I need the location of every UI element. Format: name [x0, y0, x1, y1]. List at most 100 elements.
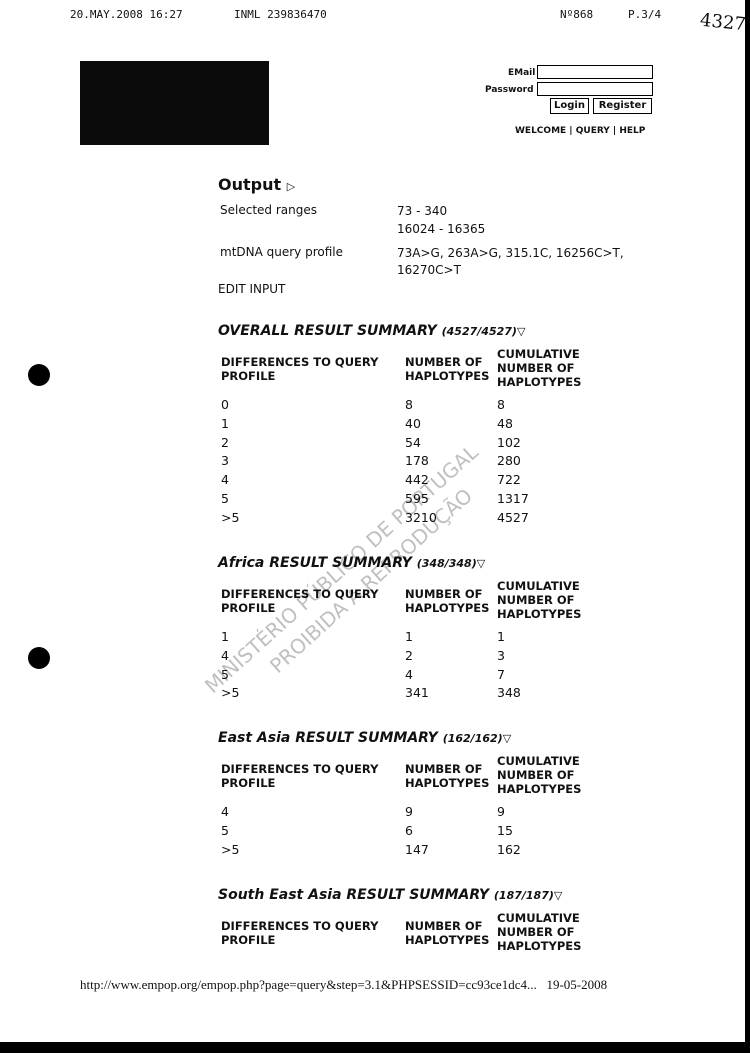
column-header: CUMULATIVE NUMBER OF HAPLOTYPES: [497, 347, 582, 389]
table-cell: 1: [405, 629, 413, 644]
column-header: DIFFERENCES TO QUERY PROFILE: [221, 355, 379, 383]
password-label: Password: [485, 85, 534, 95]
column-header: CUMULATIVE NUMBER OF HAPLOTYPES: [497, 579, 582, 621]
table-cell: >5: [221, 509, 240, 525]
table-cell: 5: [221, 666, 229, 682]
register-button[interactable]: Register: [593, 98, 652, 114]
column-header: DIFFERENCES TO QUERY PROFILE: [221, 762, 379, 790]
punch-hole: [28, 647, 50, 669]
column-header: DIFFERENCES TO QUERY PROFILE: [221, 919, 379, 947]
table-cell: 595: [405, 491, 429, 506]
toggle[interactable]: ▽: [476, 557, 486, 570]
nav-link[interactable]: QUERY: [575, 126, 610, 136]
table-cell: 7: [497, 666, 505, 682]
summary-title: Africa RESULT SUMMARY (348/348)▽: [218, 555, 485, 571]
table-cell: 9: [405, 804, 413, 819]
ranges-label: Selected ranges: [220, 203, 317, 217]
column-header: NUMBER OF HAPLOTYPES: [405, 587, 490, 615]
summary-title-text: OVERALL RESULT SUMMARY: [218, 323, 437, 339]
table-cell: 54: [405, 434, 421, 450]
table-cell: 102: [497, 434, 521, 450]
range: 16024 - 16365: [397, 222, 486, 236]
table-cell: 4: [405, 666, 413, 682]
table-cell: 280: [497, 453, 521, 469]
table-cell: 3: [221, 453, 229, 469]
table-cell: 40: [405, 415, 421, 431]
table-cell: 4: [221, 647, 229, 663]
summary-count: (162/162): [442, 732, 503, 745]
column-header: NUMBER OF HAPLOTYPES: [405, 919, 490, 947]
column-header: CUMULATIVE NUMBER OF HAPLOTYPES: [497, 754, 582, 796]
summary-title: East Asia RESULT SUMMARY (162/162)▽: [218, 730, 511, 746]
summary-title-text: South East Asia RESULT SUMMARY: [218, 887, 490, 903]
table-cell: 4: [221, 804, 229, 819]
summary-count: (4527/4527): [441, 325, 517, 338]
nav-link[interactable]: HELP: [619, 126, 646, 136]
table-cell: 3: [497, 647, 505, 663]
table-cell: >5: [221, 685, 240, 701]
table-cell: 3210: [405, 509, 437, 525]
summary-count: (348/348): [416, 557, 477, 570]
table-cell: 341: [405, 685, 429, 701]
table-cell: 8: [497, 397, 505, 412]
table-cell: 15: [497, 822, 513, 838]
scan-edge: [745, 0, 750, 1053]
column-header: NUMBER OF HAPLOTYPES: [405, 762, 490, 790]
table-cell: 48: [497, 415, 513, 431]
range: 73 - 340: [397, 204, 448, 218]
table-cell: 162: [497, 841, 521, 857]
output-title: Output ▷: [218, 175, 296, 194]
table-cell: 178: [405, 453, 429, 469]
table-cell: 722: [497, 472, 521, 488]
punch-hole: [28, 364, 50, 386]
toggle[interactable]: ▽: [516, 325, 526, 338]
table-cell: 4: [221, 472, 229, 488]
table-cell: 0: [221, 397, 229, 412]
table-cell: 147: [405, 841, 429, 857]
email-label: EMail: [508, 68, 536, 78]
column-header: DIFFERENCES TO QUERY PROFILE: [221, 587, 379, 615]
login-button[interactable]: Login: [550, 98, 589, 114]
summary-title: South East Asia RESULT SUMMARY (187/187)…: [218, 887, 562, 903]
table-cell: 9: [497, 804, 505, 819]
watermark: PROIBIDA A REPRODUÇÃO: [265, 483, 477, 678]
footer: http://www.empop.org/empop.php?page=quer…: [80, 977, 607, 993]
table-cell: 1: [221, 415, 229, 431]
handwritten-number: 4327: [699, 9, 747, 36]
summary-title-text: East Asia RESULT SUMMARY: [218, 730, 438, 746]
table-cell: 1: [221, 629, 229, 644]
fax-sender: INML 239836470: [234, 8, 327, 21]
profile-label: mtDNA query profile: [220, 245, 343, 259]
toggle[interactable]: ▽: [502, 732, 512, 745]
output-title-text: Output: [218, 175, 282, 194]
password-input[interactable]: [537, 82, 653, 96]
fax-number: Nº868: [560, 8, 594, 21]
fax-datetime: 20.MAY.2008 16:27: [70, 8, 183, 21]
toggle[interactable]: ▽: [553, 889, 563, 902]
summary-count: (187/187): [493, 889, 554, 902]
column-header: CUMULATIVE NUMBER OF HAPLOTYPES: [497, 911, 582, 953]
table-cell: 5: [221, 491, 229, 506]
nav-link[interactable]: WELCOME: [515, 126, 567, 136]
footer-url: http://www.empop.org/empop.php?page=quer…: [80, 977, 537, 992]
email-input[interactable]: [537, 65, 653, 79]
table-cell: 5: [221, 822, 229, 838]
table-cell: >5: [221, 841, 240, 857]
fax-page: P.3/4: [628, 8, 662, 21]
edit-input-link[interactable]: EDIT INPUT: [218, 282, 286, 296]
table-cell: 1317: [497, 491, 529, 506]
table-cell: 2: [405, 647, 413, 663]
profile: 73A>G, 263A>G, 315.1C, 16256C>T, 16270C>…: [397, 246, 624, 277]
table-cell: 6: [405, 822, 413, 838]
logo: [80, 61, 269, 145]
table-cell: 4527: [497, 509, 529, 525]
table-cell: 442: [405, 472, 429, 488]
nav: WELCOME | QUERY | HELP: [515, 126, 646, 136]
table-cell: 2: [221, 434, 229, 450]
column-header: NUMBER OF HAPLOTYPES: [405, 355, 490, 383]
table-cell: 8: [405, 397, 413, 412]
summary-title-text: Africa RESULT SUMMARY: [218, 555, 412, 571]
footer-date: 19-05-2008: [546, 977, 608, 992]
table-cell: 348: [497, 685, 521, 701]
